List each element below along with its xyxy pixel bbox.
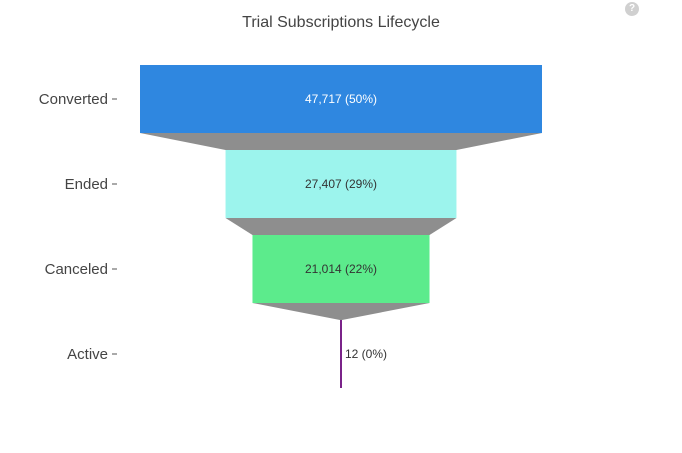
funnel-stage-canceled[interactable] [252, 235, 430, 303]
data-label: 47,717 (50%) [305, 92, 377, 106]
data-label: 27,407 (29%) [305, 177, 377, 191]
data-label: 12 (0%) [345, 347, 387, 361]
funnel-stage-ended[interactable] [225, 150, 457, 218]
funnel-stage-active[interactable] [340, 320, 342, 388]
data-label: 21,014 (22%) [305, 262, 377, 276]
category-label: Converted [39, 91, 108, 108]
funnel-connector-3 [252, 303, 430, 320]
category-label: Ended [65, 176, 108, 193]
funnel-connector-2 [225, 218, 457, 235]
funnel-stage-converted[interactable] [140, 65, 542, 133]
category-label: Canceled [45, 261, 108, 278]
chart-title: Trial Subscriptions Lifecycle [242, 14, 440, 31]
category-label: Active [67, 346, 108, 363]
help-icon[interactable]: ? [625, 2, 639, 16]
funnel-connector-1 [140, 133, 542, 150]
